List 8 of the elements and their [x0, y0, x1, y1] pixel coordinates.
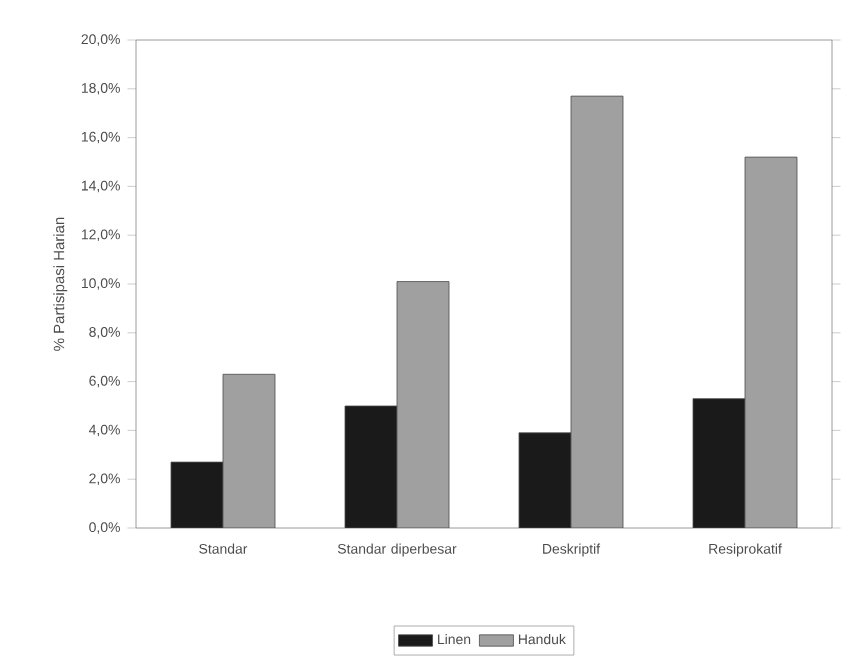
bar	[222, 373, 276, 528]
bar	[344, 405, 398, 528]
bar	[570, 95, 624, 528]
bar	[692, 398, 746, 528]
bar	[518, 432, 572, 528]
bar	[744, 156, 798, 528]
bar	[170, 461, 224, 528]
bar	[396, 281, 450, 528]
